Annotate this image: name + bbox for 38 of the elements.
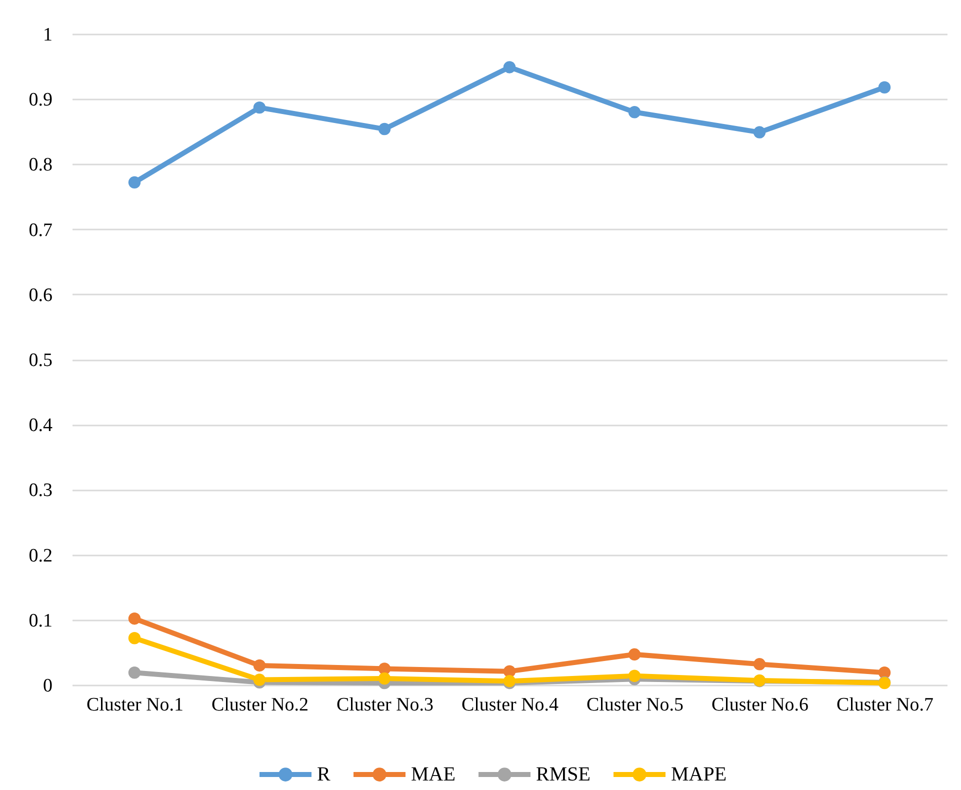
point: [628, 648, 641, 661]
y-tick-label: 0.7: [28, 220, 52, 241]
x-tick-label: Cluster No.7: [836, 694, 934, 716]
x-tick-label: Cluster No.3: [336, 694, 434, 716]
x-tick-label: Cluster No.4: [461, 694, 560, 716]
y-tick-label: 0.2: [28, 545, 52, 566]
point: [503, 61, 516, 74]
y-tick-label: 0.5: [28, 350, 52, 371]
legend-label: MAE: [411, 764, 456, 786]
y-tick-label: 0.4: [28, 415, 53, 436]
point: [378, 122, 391, 136]
y-tick-label: 1: [43, 24, 52, 46]
point: [753, 658, 766, 670]
x-tick-label: Cluster No.6: [711, 694, 809, 716]
legend-label: RMSE: [536, 764, 590, 786]
y-tick-label: 0.1: [28, 610, 52, 632]
point: [628, 670, 641, 682]
point: [878, 81, 891, 94]
point: [128, 632, 141, 644]
point: [753, 126, 766, 138]
point: [628, 106, 641, 118]
point: [128, 666, 141, 679]
y-tick-label: 0.6: [28, 284, 52, 306]
legend-label: MAPE: [671, 764, 727, 786]
legend-label: R: [317, 764, 331, 786]
y-tick-label: 0.8: [28, 154, 52, 176]
point: [253, 674, 266, 686]
point: [128, 176, 141, 189]
x-tick-label: Cluster No.2: [211, 694, 309, 716]
point: [128, 612, 141, 625]
point: [253, 101, 266, 114]
x-tick-label: Cluster No.1: [86, 694, 184, 716]
y-tick-label: 0.9: [28, 90, 52, 111]
x-tick-label: Cluster No.5: [586, 694, 684, 716]
y-tick-label: 0: [43, 676, 52, 696]
y-tick-label: 0.3: [28, 480, 52, 502]
point: [378, 672, 391, 685]
point: [253, 659, 266, 672]
